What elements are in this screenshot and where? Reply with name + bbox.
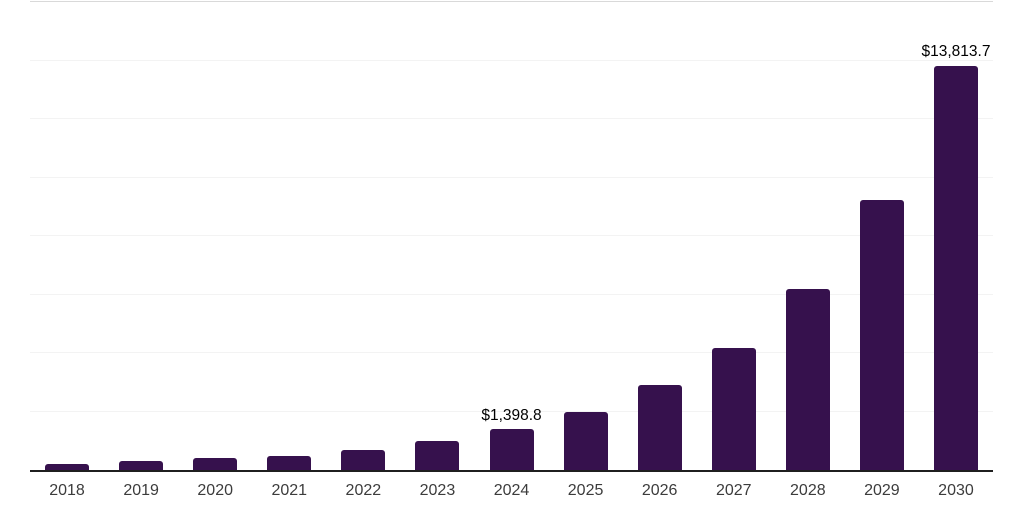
bar-2024[interactable] (489, 429, 534, 470)
data-label-2030: $13,813.7 (921, 43, 991, 61)
bar-column-2028 (771, 2, 845, 470)
bar-column-2023 (400, 2, 474, 470)
bar-2025[interactable] (563, 412, 608, 470)
bar-2030[interactable] (933, 65, 978, 470)
x-axis-label-2020: 2020 (197, 482, 233, 499)
x-axis-label-2023: 2023 (419, 482, 456, 499)
bar-2019[interactable] (119, 461, 164, 470)
data-label-2024: $1,398.8 (481, 406, 542, 424)
x-axis-label-2027: 2027 (715, 482, 752, 499)
bar-column-2030: $13,813.7 (919, 2, 993, 470)
x-axis-label-2028: 2028 (790, 482, 826, 499)
x-axis: 2018 2019 2020 2021 2022 2023 2024 2025 2026 2027… (30, 472, 993, 500)
bar-column-2019 (104, 2, 178, 470)
bar-2021[interactable] (267, 456, 312, 470)
bar-column-2027 (697, 2, 771, 470)
bar-column-2026 (623, 2, 697, 470)
bar-column-2022 (326, 2, 400, 470)
x-axis-label-2018: 2018 (49, 482, 85, 499)
bar-column-2029 (845, 2, 919, 470)
x-axis-label-2030: 2030 (938, 482, 974, 499)
x-axis-label-2029: 2029 (864, 482, 900, 499)
bar-2020[interactable] (193, 458, 238, 470)
plot-area: $1,398.8 $13,813.7 (30, 1, 993, 472)
x-axis-label-2022: 2022 (345, 482, 382, 499)
x-axis-label-2024: 2024 (493, 482, 530, 499)
bar-2023[interactable] (415, 441, 460, 470)
bar-2026[interactable] (637, 385, 682, 470)
bar-chart: $1,398.8 $13,813.7 2018 2019 2020 2021 2022 20… (30, 1, 993, 500)
bar-2027[interactable] (711, 347, 756, 470)
bar-column-2024: $1,398.8 (474, 2, 548, 470)
x-axis-label-2019: 2019 (123, 482, 159, 499)
x-axis-label-2025: 2025 (567, 482, 604, 499)
bar-column-2021 (252, 2, 326, 470)
bar-2029[interactable] (859, 199, 904, 470)
bar-2022[interactable] (341, 449, 386, 470)
x-axis-label-2021: 2021 (271, 482, 308, 499)
bar-2028[interactable] (785, 289, 830, 470)
bar-2018[interactable] (45, 463, 90, 470)
bar-column-2020 (178, 2, 252, 470)
bar-column-2025 (549, 2, 623, 470)
bar-column-2018 (30, 2, 104, 470)
x-axis-label-2026: 2026 (641, 482, 678, 499)
